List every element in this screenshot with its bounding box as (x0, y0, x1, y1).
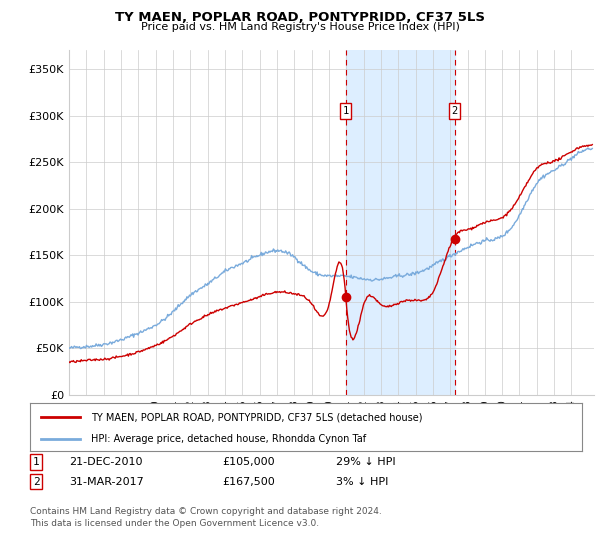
Text: This data is licensed under the Open Government Licence v3.0.: This data is licensed under the Open Gov… (30, 519, 319, 528)
Text: Price paid vs. HM Land Registry's House Price Index (HPI): Price paid vs. HM Land Registry's House … (140, 22, 460, 32)
Text: £167,500: £167,500 (222, 477, 275, 487)
Text: HPI: Average price, detached house, Rhondda Cynon Taf: HPI: Average price, detached house, Rhon… (91, 434, 366, 444)
Text: 2: 2 (32, 477, 40, 487)
Text: 1: 1 (343, 106, 349, 116)
Text: 2: 2 (451, 106, 458, 116)
Text: 29% ↓ HPI: 29% ↓ HPI (336, 457, 395, 467)
Text: TY MAEN, POPLAR ROAD, PONTYPRIDD, CF37 5LS (detached house): TY MAEN, POPLAR ROAD, PONTYPRIDD, CF37 5… (91, 413, 422, 422)
Text: 1: 1 (32, 457, 40, 467)
Text: TY MAEN, POPLAR ROAD, PONTYPRIDD, CF37 5LS: TY MAEN, POPLAR ROAD, PONTYPRIDD, CF37 5… (115, 11, 485, 24)
Bar (346, 50, 455, 395)
Text: 3% ↓ HPI: 3% ↓ HPI (336, 477, 388, 487)
Text: Contains HM Land Registry data © Crown copyright and database right 2024.: Contains HM Land Registry data © Crown c… (30, 507, 382, 516)
Text: £105,000: £105,000 (222, 457, 275, 467)
Text: 21-DEC-2010: 21-DEC-2010 (69, 457, 143, 467)
Text: 31-MAR-2017: 31-MAR-2017 (69, 477, 144, 487)
